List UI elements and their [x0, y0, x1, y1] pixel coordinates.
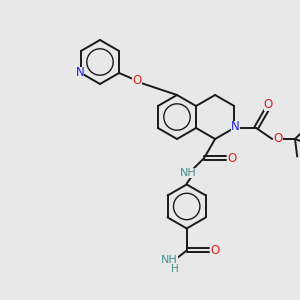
Text: N: N [231, 121, 239, 134]
Text: N: N [76, 67, 84, 80]
Text: O: O [132, 74, 142, 88]
Text: O: O [227, 152, 237, 165]
Text: O: O [263, 98, 273, 111]
Text: O: O [274, 133, 283, 146]
Text: NH: NH [161, 256, 178, 266]
Text: O: O [210, 244, 219, 257]
Text: NH: NH [180, 169, 197, 178]
Text: H: H [171, 265, 179, 275]
